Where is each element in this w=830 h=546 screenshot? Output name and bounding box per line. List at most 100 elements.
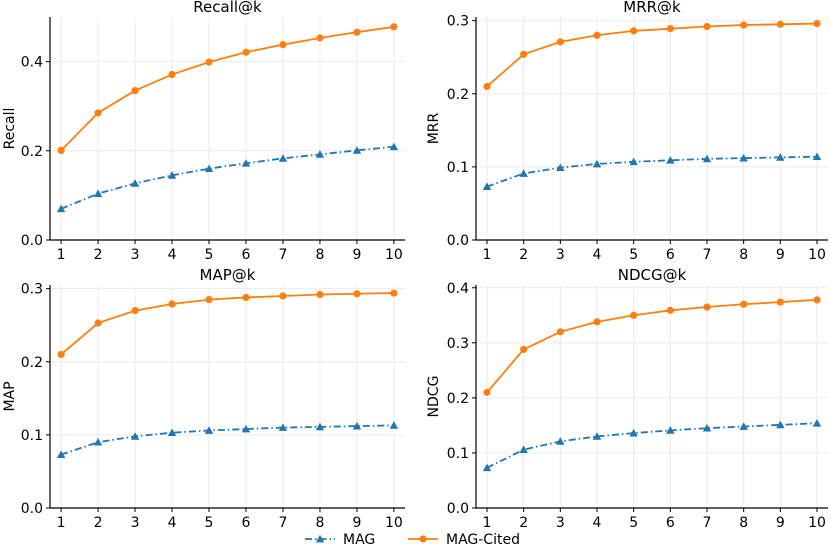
data-point-mag: [482, 182, 492, 190]
series-line-mag-cited: [486, 298, 818, 393]
x-tick-label: 5: [205, 247, 214, 263]
data-point-mag-cited: [316, 34, 324, 42]
series-line-mag: [486, 422, 818, 469]
x-tick-label: 2: [519, 515, 528, 531]
data-point-mag-cited: [520, 50, 528, 58]
data-point-mag-cited: [353, 28, 361, 36]
x-tick-label: 3: [556, 247, 565, 263]
x-tick-label: 6: [242, 247, 251, 263]
data-point-mag-cited: [666, 306, 674, 314]
x-tick-label: 6: [666, 247, 675, 263]
data-point-mag: [352, 421, 362, 430]
x-tick-label: 7: [279, 515, 288, 531]
x-tick-label: 3: [131, 515, 140, 531]
data-point-mag: [776, 420, 785, 429]
data-point-mag: [519, 445, 528, 453]
panel-title: MAP@k: [200, 266, 256, 284]
data-point-mag-cited: [630, 311, 638, 319]
data-point-mag: [629, 157, 638, 166]
data-point-mag: [241, 159, 251, 167]
panel-ndcg-k: 1 2 3 4 5 6 7 8 9 10 0.0 0.1 0.2 0.3 0.4 NDCG@k NDCG: [426, 266, 828, 531]
x-tick-label: 6: [666, 515, 675, 531]
legend-label: MAG: [343, 532, 375, 546]
data-point-mag: [666, 426, 675, 434]
x-tick-label: 5: [629, 247, 638, 263]
data-point-mag-cited: [168, 300, 176, 308]
y-tick-label: 0.2: [447, 391, 469, 407]
x-tick-label: 10: [385, 247, 403, 263]
data-point-mag-cited: [94, 319, 102, 327]
x-tick-label: 6: [242, 515, 251, 531]
x-tick-label: 5: [205, 515, 214, 531]
data-point-mag-cited: [776, 20, 784, 28]
data-point-mag-cited: [483, 388, 491, 396]
y-tick-label: 0.3: [447, 336, 469, 352]
x-tick-label: 7: [703, 515, 712, 531]
y-axis-label: MRR: [426, 112, 442, 144]
data-point-mag-cited: [703, 22, 711, 31]
data-point-mag-cited: [630, 27, 638, 35]
data-point-mag: [812, 419, 822, 427]
data-point-mag-cited: [390, 289, 398, 297]
data-point-mag: [204, 426, 214, 434]
data-point-mag-cited: [316, 290, 324, 299]
data-point-mag: [739, 422, 748, 430]
data-point-mag-cited: [520, 345, 528, 354]
panel-mrr-k: 1 2 3 4 5 6 7 8 9 10 0.0 0.1 0.2 0.3 MRR@k MRR: [426, 0, 828, 263]
data-point-mag-cited: [556, 38, 564, 46]
y-tick-label: 0.2: [447, 87, 469, 103]
data-point-mag-cited: [94, 109, 102, 117]
data-point-mag: [519, 169, 528, 177]
legend-item-mag: MAG: [305, 532, 375, 546]
data-point-mag: [556, 437, 565, 445]
data-point-mag: [389, 142, 399, 151]
x-tick-label: 7: [279, 247, 288, 263]
y-tick-label: 0.4: [21, 55, 43, 71]
x-tick-label: 8: [739, 515, 748, 531]
data-point-mag-cited: [353, 290, 361, 298]
x-tick-label: 7: [703, 247, 712, 263]
legend-marker-circle: [419, 535, 427, 543]
x-tick-label: 1: [483, 247, 492, 263]
data-point-mag: [130, 432, 140, 440]
data-point-mag-cited: [205, 58, 213, 66]
series-line-mag: [486, 155, 818, 188]
data-point-mag: [629, 428, 638, 437]
y-tick-label: 0.0: [447, 233, 469, 249]
x-tick-label: 2: [519, 247, 528, 263]
legend: MAG MAG-Cited: [305, 532, 520, 546]
y-tick-label: 0.0: [21, 233, 43, 249]
x-tick-label: 10: [808, 515, 826, 531]
x-tick-label: 2: [94, 247, 103, 263]
data-point-mag-cited: [740, 21, 748, 29]
data-point-mag: [278, 423, 288, 431]
data-point-mag-cited: [57, 146, 65, 154]
data-point-mag-cited: [740, 300, 748, 308]
data-point-mag-cited: [242, 48, 250, 56]
x-tick-label: 8: [315, 247, 324, 263]
panel-map-k: 1 2 3 4 5 6 7 8 9 10 0.0 0.1 0.2 0.3 MAP@k MAP: [2, 266, 405, 531]
data-point-mag-cited: [483, 82, 491, 91]
x-tick-label: 9: [352, 247, 361, 263]
data-point-mag: [93, 437, 103, 446]
data-point-mag-cited: [242, 293, 250, 302]
data-point-mag: [739, 153, 748, 162]
x-tick-label: 4: [593, 247, 602, 263]
data-point-mag: [592, 159, 602, 168]
data-point-mag: [812, 152, 822, 161]
y-axis-label: Recall: [2, 108, 18, 150]
y-axis-label: NDCG: [426, 376, 442, 418]
data-point-mag: [702, 423, 712, 432]
data-point-mag-cited: [703, 303, 711, 311]
data-point-mag-cited: [593, 318, 601, 326]
y-tick-label: 0.4: [447, 281, 469, 297]
data-point-mag-cited: [168, 70, 176, 79]
x-tick-label: 10: [808, 247, 826, 263]
data-point-mag-cited: [131, 86, 139, 95]
series-line-mag-cited: [60, 25, 395, 151]
data-point-mag-cited: [666, 25, 674, 33]
data-point-mag-cited: [813, 19, 821, 28]
data-point-mag: [482, 463, 492, 472]
x-tick-label: 10: [385, 515, 403, 531]
data-point-mag-cited: [57, 350, 65, 359]
